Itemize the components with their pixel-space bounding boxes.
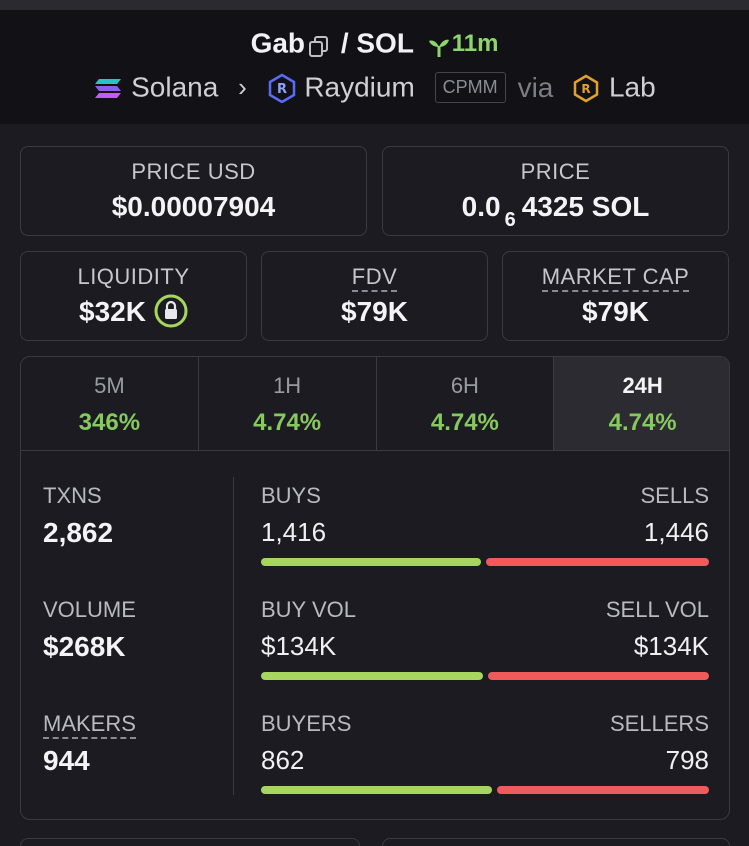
makers-metric: MAKERS 944 <box>43 711 136 777</box>
sellers-value: 798 <box>665 745 709 775</box>
price-prefix: 0.0 <box>461 191 501 222</box>
sells-label: SELLS <box>640 483 710 508</box>
base-token: Gab <box>250 27 306 59</box>
fdv-card: FDV $79K <box>261 251 488 341</box>
price-native-value: 0.0 6 4325 SOL <box>383 191 728 231</box>
buys-sells-ratio: BUYS SELLS 1,416 1,446 <box>261 483 709 566</box>
lab-icon: R <box>571 73 601 103</box>
pair-age: 11m <box>451 29 499 57</box>
tab-label: 6H <box>450 373 479 398</box>
tab-label: 24H <box>622 373 663 398</box>
solana-icon <box>93 73 123 103</box>
launchpad-link[interactable]: Lab <box>608 71 656 103</box>
quote-token: SOL <box>356 27 414 59</box>
volume-metric: VOLUME $268K <box>43 597 136 663</box>
tab-6h[interactable]: 6H 4.74% <box>377 357 555 450</box>
route-breadcrumb: Solana › R Raydium CPMM via R Lab <box>0 70 749 104</box>
raydium-icon: R <box>267 73 297 104</box>
sprout-icon <box>428 33 450 57</box>
buyvol-sellvol-bar <box>261 672 709 680</box>
price-native-card: PRICE 0.0 6 4325 SOL <box>382 146 729 236</box>
liquidity-value: $32K <box>79 296 146 327</box>
pair-separator: / <box>340 27 349 59</box>
buys-value: 1,416 <box>261 517 327 547</box>
sell-vol-label: SELL VOL <box>605 597 709 622</box>
sellers-label: SELLERS <box>609 711 709 736</box>
market-cap-label[interactable]: MARKET CAP <box>541 264 690 292</box>
makers-label[interactable]: MAKERS <box>43 711 136 739</box>
chevron-right-icon: › <box>238 72 247 103</box>
dex-link[interactable]: Raydium <box>304 71 415 103</box>
sells-value: 1,446 <box>643 517 709 547</box>
svg-text:R: R <box>277 82 287 97</box>
tab-change: 4.74% <box>608 409 677 436</box>
buys-sells-bar <box>261 558 709 566</box>
tab-24h[interactable]: 24H 4.74% <box>554 357 729 450</box>
buyers-sellers-bar <box>261 786 709 794</box>
buy-vol-value: $134K <box>261 631 337 661</box>
tab-change: 4.74% <box>430 409 499 436</box>
chain-link[interactable]: Solana <box>131 71 219 103</box>
makers-label-wrap: MAKERS <box>43 711 136 739</box>
market-cap-card: MARKET CAP $79K <box>502 251 729 341</box>
txns-label: TXNS <box>43 483 102 508</box>
price-usd-label: PRICE USD <box>131 159 256 184</box>
liquidity-label: LIQUIDITY <box>77 264 190 289</box>
price-zero-count: 6 <box>504 209 516 231</box>
buy-bar-fill <box>261 558 481 566</box>
tab-label: 1H <box>273 373 302 398</box>
top-strip <box>0 0 749 10</box>
copy-icon[interactable] <box>309 33 329 57</box>
tab-label: 5M <box>94 373 125 398</box>
liquidity-card: LIQUIDITY $32K <box>20 251 247 341</box>
next-card-left <box>20 838 360 846</box>
svg-text:R: R <box>582 82 591 96</box>
stats-panel: 5M 346% 1H 4.74% 6H 4.74% 24H 4.74% TXNS… <box>20 356 730 820</box>
liquidity-value-row: $32K <box>21 294 246 331</box>
price-native-label: PRICE <box>520 159 591 184</box>
tab-5m[interactable]: 5M 346% <box>21 357 199 450</box>
volume-value: $268K <box>43 631 126 662</box>
next-card-right <box>382 838 730 846</box>
price-suffix: 4325 SOL <box>521 191 650 222</box>
buy-vol-label: BUY VOL <box>261 597 356 622</box>
market-cap-value: $79K <box>582 296 649 327</box>
mcap-label-wrap: MARKET CAP <box>503 264 728 292</box>
column-divider <box>233 477 234 795</box>
makers-value: 944 <box>43 745 90 776</box>
sell-bar-fill <box>487 672 709 680</box>
buys-label: BUYS <box>261 483 321 508</box>
buyers-value: 862 <box>261 745 305 775</box>
txns-metric: TXNS 2,862 <box>43 483 113 549</box>
pair-header <box>0 10 749 124</box>
sell-bar-fill <box>496 786 709 794</box>
buyvol-sellvol-ratio: BUY VOL SELL VOL $134K $134K <box>261 597 709 680</box>
price-usd-value: $0.00007904 <box>111 191 276 222</box>
buyers-sellers-ratio: BUYERS SELLERS 862 798 <box>261 711 709 794</box>
lock-icon[interactable] <box>154 294 188 328</box>
tab-1h[interactable]: 1H 4.74% <box>199 357 377 450</box>
fdv-value: $79K <box>341 296 408 327</box>
fdv-label-wrap: FDV <box>262 264 487 292</box>
txns-value: 2,862 <box>43 517 114 548</box>
pair-title: Gab / SOL 11m <box>0 26 749 60</box>
pool-type-badge: CPMM <box>434 72 506 104</box>
tab-change: 346% <box>78 409 141 436</box>
price-usd-card: PRICE USD $0.00007904 <box>20 146 367 236</box>
buy-bar-fill <box>261 672 483 680</box>
sell-vol-value: $134K <box>633 631 709 661</box>
buy-bar-fill <box>261 786 492 794</box>
volume-label: VOLUME <box>43 597 136 622</box>
fdv-label[interactable]: FDV <box>351 264 398 292</box>
via-text: via <box>517 71 554 103</box>
timeframe-tabs: 5M 346% 1H 4.74% 6H 4.74% 24H 4.74% <box>21 357 729 451</box>
buyers-label: BUYERS <box>261 711 352 736</box>
tab-change: 4.74% <box>253 409 322 436</box>
sell-bar-fill <box>485 558 709 566</box>
